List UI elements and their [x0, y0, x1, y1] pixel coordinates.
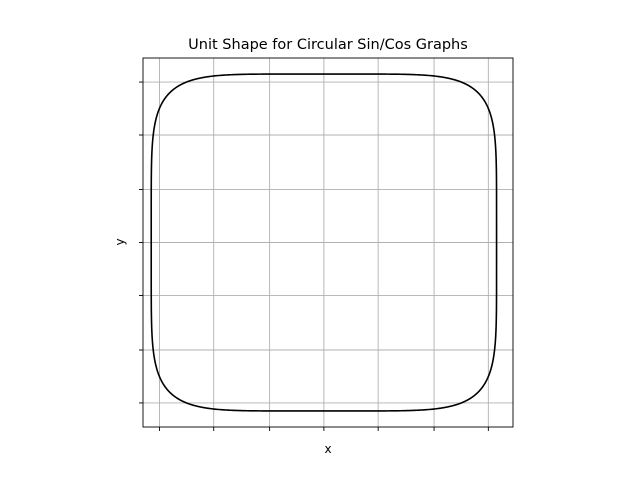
curve-layer	[150, 73, 498, 412]
grid-layer	[143, 58, 513, 427]
plot-frame	[142, 57, 514, 428]
y-axis-label: y	[113, 238, 127, 245]
chart-title: Unit Shape for Circular Sin/Cos Graphs	[188, 37, 468, 53]
x-axis-label: x	[324, 442, 331, 456]
series-curve-0	[150, 73, 498, 412]
tick-layer	[139, 81, 489, 431]
